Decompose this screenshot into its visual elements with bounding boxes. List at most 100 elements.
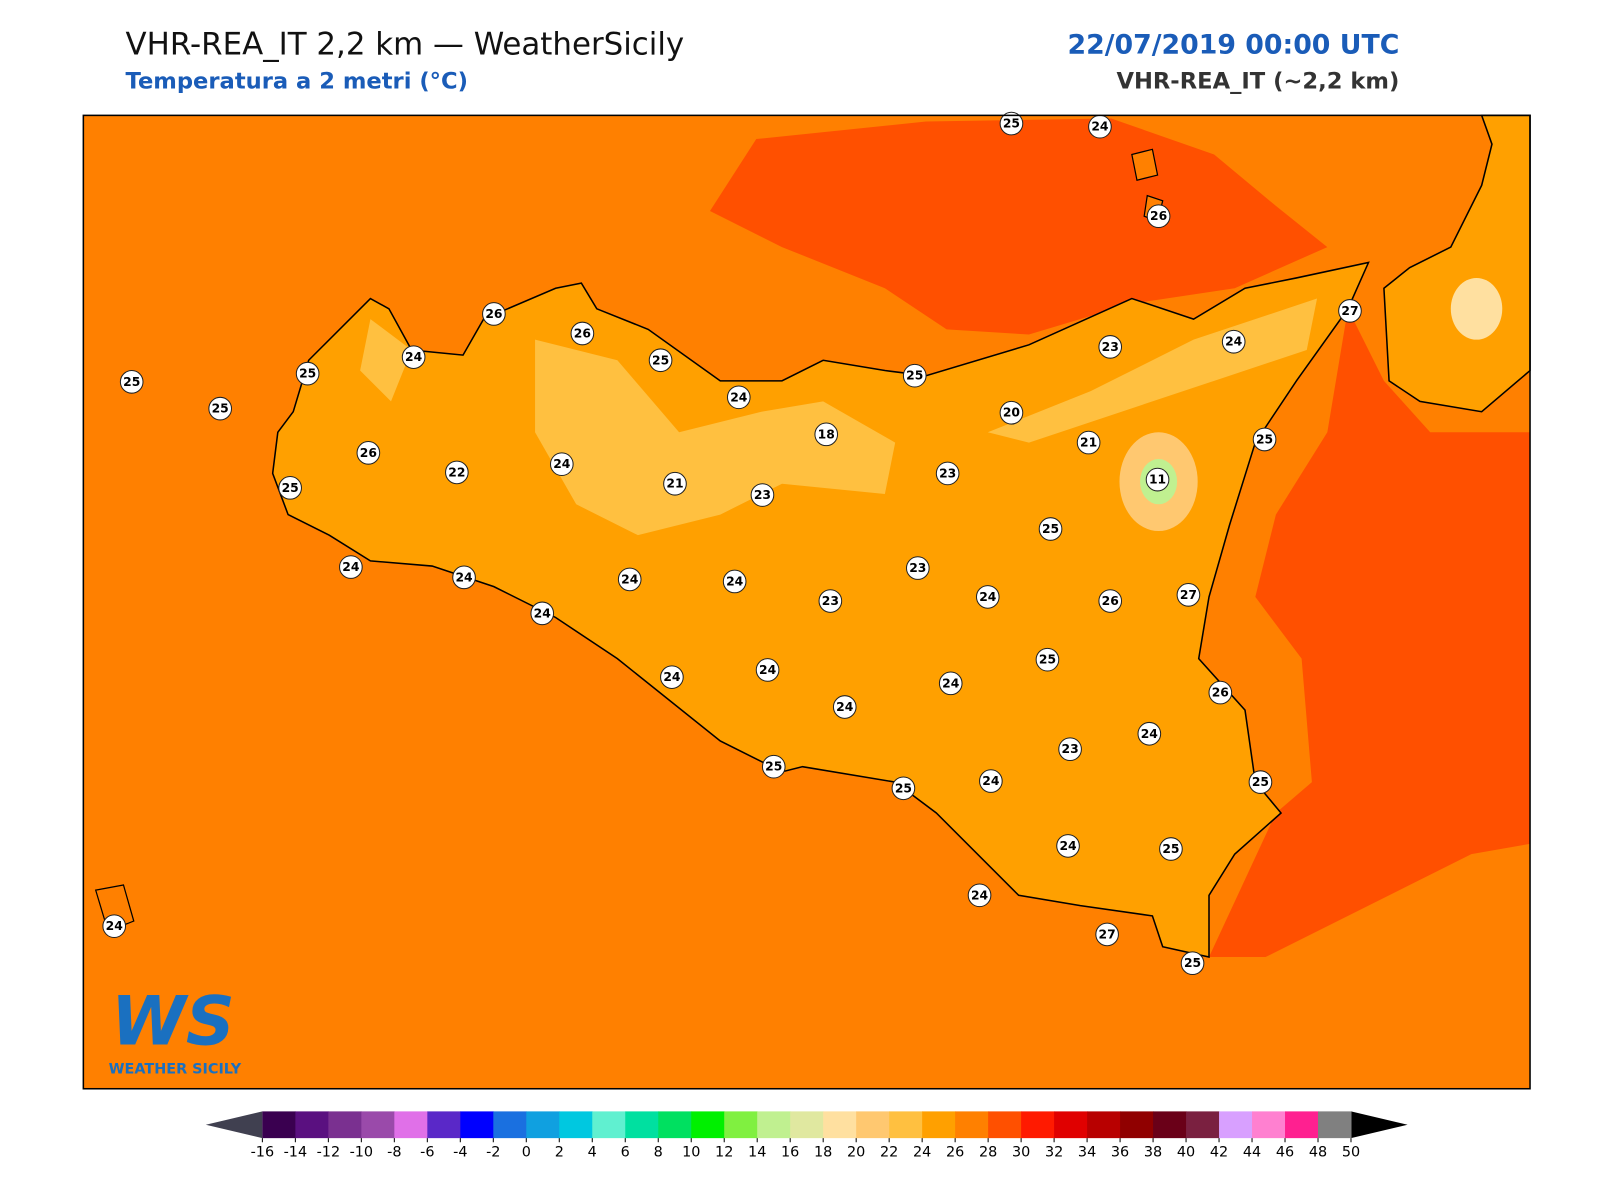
- date: 22/07/2019 00:00 UTC: [1068, 30, 1400, 61]
- station-value: 23: [1102, 340, 1119, 354]
- station-value: 25: [1184, 956, 1201, 970]
- station-value: 25: [299, 367, 316, 381]
- station-value: 24: [455, 570, 473, 584]
- station-marker: [935, 461, 960, 486]
- station-value: 24: [1225, 335, 1243, 349]
- station-value: 26: [574, 327, 591, 341]
- station-marker: [102, 914, 127, 939]
- station-value: 25: [1252, 775, 1269, 789]
- colorbar-cell: [1054, 1111, 1088, 1139]
- colorbar-tick-label: 44: [1243, 1145, 1261, 1161]
- station-marker: [999, 400, 1024, 425]
- station-marker: [278, 476, 302, 500]
- station-marker: [401, 345, 426, 370]
- station-value: 23: [822, 594, 839, 608]
- logo-mark: WS: [111, 983, 235, 1062]
- colorbar-cell: [691, 1111, 725, 1139]
- colorbar-cell: [1219, 1111, 1253, 1139]
- station-value: 27: [1341, 304, 1358, 318]
- colorbar-cell: [1252, 1111, 1286, 1139]
- station-value: 21: [1080, 436, 1097, 450]
- colorbar-tick-label: 42: [1210, 1145, 1228, 1161]
- colorbar-tick-label: 20: [847, 1145, 865, 1161]
- colorbar-under: [205, 1111, 263, 1139]
- colorbar-tick-label: 46: [1276, 1145, 1294, 1161]
- station-marker: [452, 565, 476, 590]
- station-marker: [1038, 517, 1063, 541]
- colorbar-cell: [988, 1111, 1022, 1139]
- colorbar-cell: [460, 1111, 494, 1139]
- colorbar-tick-label: 30: [1012, 1145, 1030, 1161]
- station-marker: [726, 385, 751, 410]
- station-value: 23: [754, 488, 771, 502]
- station-value: 21: [666, 477, 683, 491]
- colorbar-tick-label: 12: [715, 1145, 733, 1161]
- colorbar-cell: [856, 1111, 890, 1139]
- station-marker: [445, 460, 469, 485]
- logo-name: WEATHER SICILY: [109, 1061, 242, 1077]
- station-value: 26: [485, 307, 502, 321]
- station-value: 25: [123, 375, 140, 389]
- colorbar-tick-label: 2: [555, 1145, 564, 1161]
- station-value: 24: [982, 774, 1000, 788]
- colorbar-cell: [592, 1111, 626, 1139]
- colorbar: -16 -14 -12 -10 -8 -6 -4 -2 0 2 4 6 8 10 12 14 16 18 20 22 2…: [205, 1111, 1408, 1161]
- station-value: 24: [1059, 839, 1077, 853]
- station-marker: [814, 422, 839, 447]
- station-value: 22: [448, 465, 465, 479]
- colorbar-cell: [1285, 1111, 1319, 1139]
- colorbar-tick-label: 0: [522, 1145, 531, 1161]
- colorbar-tick-label: 16: [781, 1145, 799, 1161]
- station-marker: [1098, 589, 1123, 613]
- station-marker: [832, 695, 857, 719]
- station-marker: [482, 302, 506, 326]
- station-value: 24: [342, 560, 360, 574]
- colorbar-tick-label: 24: [913, 1145, 931, 1161]
- colorbar-cell: [328, 1111, 362, 1139]
- station-value: 24: [726, 574, 744, 588]
- colorbar-tick-label: 36: [1111, 1145, 1129, 1161]
- station-marker: [530, 601, 555, 626]
- station-value: 24: [979, 590, 997, 604]
- station-value: 23: [939, 466, 956, 480]
- colorbar-tick-label: 34: [1078, 1145, 1096, 1161]
- station-marker: [1180, 951, 1205, 976]
- station-marker: [938, 671, 963, 696]
- station-marker: [750, 483, 775, 507]
- station-value: 24: [106, 919, 124, 933]
- station-marker: [818, 589, 843, 613]
- warm-sea: [1209, 308, 1531, 958]
- colorbar-tick-label: 38: [1144, 1145, 1162, 1161]
- station-marker: [208, 396, 233, 421]
- station-marker: [1221, 329, 1246, 354]
- station-marker: [967, 883, 992, 908]
- station-value: 26: [1150, 209, 1167, 223]
- station-value: 24: [534, 606, 552, 620]
- station-marker: [979, 769, 1003, 793]
- station-marker: [1248, 770, 1273, 794]
- station-value: 25: [652, 353, 669, 367]
- colorbar-tick-label: 40: [1177, 1145, 1195, 1161]
- station-marker: [1252, 427, 1277, 452]
- station-marker: [570, 321, 595, 346]
- station-marker: [761, 754, 786, 779]
- station-value: 23: [909, 561, 926, 575]
- stations: 25 24 26 27 24 23 26 26 25 24 25 25 25 24 25 20 18 21 25 26…: [102, 111, 1362, 976]
- colorbar-tick-label: 22: [880, 1145, 898, 1161]
- station-value: 23: [1062, 742, 1079, 756]
- colorbar-tick-label: -14: [284, 1145, 308, 1161]
- colorbar-cell: [1087, 1111, 1121, 1139]
- warm-sea: [709, 118, 1328, 335]
- station-value: 27: [1180, 588, 1197, 602]
- colorbar-tick-label: -10: [350, 1145, 374, 1161]
- colorbar-tick-label: 6: [621, 1145, 630, 1161]
- colorbar-cell: [1021, 1111, 1055, 1139]
- station-value: 25: [1039, 653, 1056, 667]
- station-value: 26: [1212, 686, 1229, 700]
- station-value: 24: [405, 350, 423, 364]
- station-value: 25: [282, 481, 299, 495]
- station-marker: [1338, 299, 1362, 323]
- station-marker: [1076, 430, 1101, 455]
- subtitle: Temperatura a 2 metri (°C): [126, 69, 468, 95]
- station-value: 24: [663, 670, 681, 684]
